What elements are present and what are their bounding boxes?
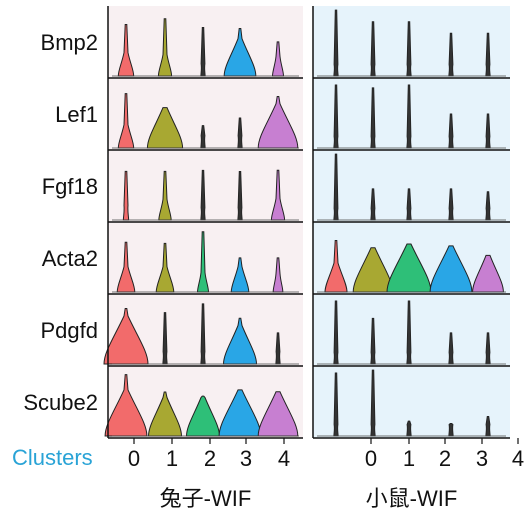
violin <box>155 242 175 293</box>
violin <box>257 391 299 437</box>
x-tick-label: 1 <box>166 446 178 471</box>
violin <box>333 300 339 365</box>
x-tick-label: 3 <box>240 446 252 471</box>
violin <box>448 332 454 365</box>
violin <box>271 41 285 77</box>
violin <box>485 332 491 365</box>
violin <box>200 27 206 77</box>
x-tick-label: 0 <box>128 446 140 471</box>
gene-label: Scube2 <box>23 390 98 415</box>
violin <box>406 188 412 221</box>
x-tick-label: 4 <box>278 446 290 471</box>
gene-label: Fgf18 <box>42 174 98 199</box>
gene-label: Acta2 <box>42 246 98 271</box>
violin <box>429 245 473 293</box>
violin <box>333 372 339 437</box>
x-tick-label: 0 <box>365 446 377 471</box>
violin <box>257 96 299 149</box>
violin <box>162 312 168 365</box>
clusters-axis-label: Clusters <box>12 445 93 470</box>
violin <box>230 257 250 293</box>
x-tick-label: 2 <box>204 446 216 471</box>
violin <box>222 317 258 365</box>
violin <box>448 32 454 77</box>
violin <box>223 28 257 77</box>
violin <box>485 113 491 149</box>
violin <box>122 170 130 221</box>
violin <box>117 93 135 149</box>
violin <box>275 332 281 365</box>
gene-label: Lef1 <box>55 102 98 127</box>
gene-labels: Bmp2 Lef1 Fgf18 Acta2 Pdgfd Scube2 <box>23 30 98 415</box>
violin <box>406 84 412 149</box>
violin-marks <box>103 9 506 437</box>
x-tick-label: 1 <box>403 446 415 471</box>
violin <box>370 317 376 365</box>
violin <box>370 87 376 149</box>
violin <box>406 300 412 365</box>
violin <box>370 369 376 437</box>
violin <box>237 171 243 221</box>
violin <box>158 170 172 221</box>
row-separators <box>107 6 510 439</box>
violin <box>406 420 412 437</box>
violin <box>200 169 206 221</box>
violin <box>448 113 454 149</box>
violin <box>333 9 339 77</box>
violin <box>324 240 348 293</box>
violin <box>270 169 286 221</box>
violin <box>146 107 184 149</box>
panel-title: 小鼠-WIF <box>366 486 458 511</box>
violin <box>485 191 491 221</box>
x-tick-label: 4 <box>512 446 524 471</box>
violin <box>272 257 284 293</box>
violin <box>237 117 243 149</box>
x-tick-label: 2 <box>439 446 451 471</box>
panel-title: 兔子-WIF <box>160 486 252 511</box>
violin <box>200 125 206 149</box>
violin <box>472 254 504 293</box>
violin <box>386 243 432 293</box>
violin <box>485 416 491 437</box>
violin <box>406 21 412 77</box>
gene-label: Bmp2 <box>41 30 98 55</box>
violin <box>333 84 339 149</box>
violin <box>370 188 376 221</box>
violin <box>448 188 454 221</box>
panel-titles: 兔子-WIF 小鼠-WIF <box>160 486 458 511</box>
x-tick-label: 3 <box>476 446 488 471</box>
violin <box>147 391 183 437</box>
violin <box>218 389 262 437</box>
violin <box>448 422 454 437</box>
violin <box>485 32 491 77</box>
violin <box>200 303 206 365</box>
gene-label: Pdgfd <box>41 318 99 343</box>
violin <box>157 18 173 77</box>
violin <box>370 21 376 77</box>
violin <box>196 231 210 293</box>
violin <box>185 395 221 437</box>
violin <box>116 241 136 293</box>
violin <box>333 153 339 221</box>
violin <box>117 24 135 77</box>
